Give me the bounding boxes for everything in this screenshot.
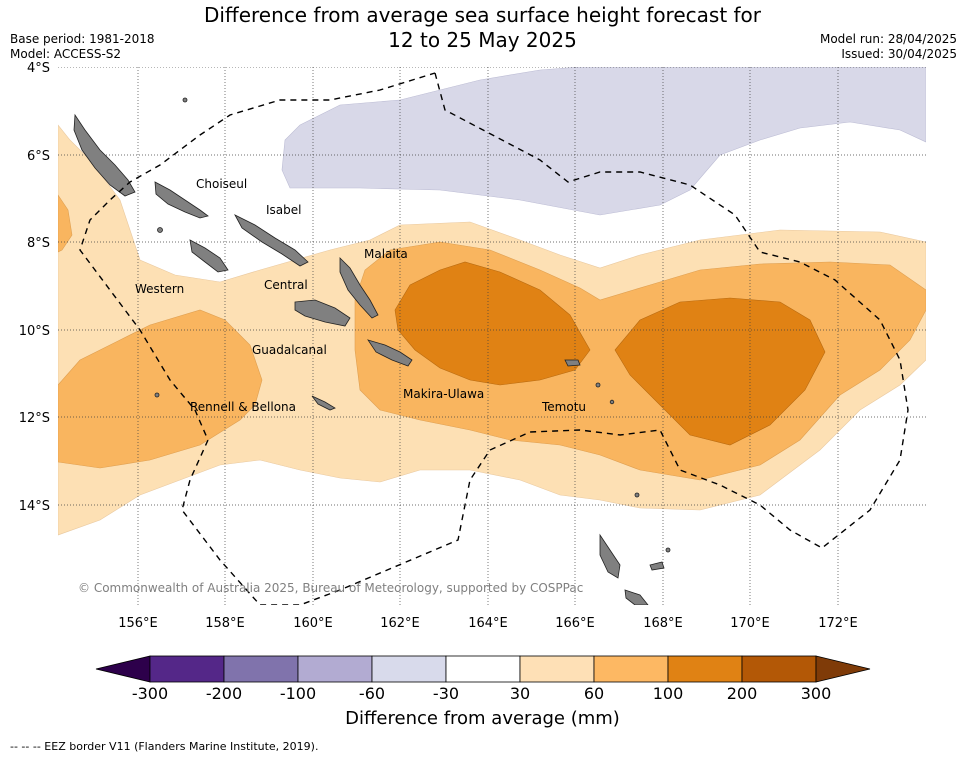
longitude-labels: 156°E 158°E 160°E 162°E 164°E 166°E 168°… bbox=[118, 616, 858, 631]
copyright-notice: © Commonwealth of Australia 2025, Bureau… bbox=[78, 581, 583, 595]
colorbar-title: Difference from average (mm) bbox=[345, 708, 620, 729]
colorbar-tick: 60 bbox=[583, 684, 605, 703]
lon-label-172e: 172°E bbox=[818, 616, 858, 631]
bougainville-island bbox=[73, 113, 136, 197]
colorbar-segment-1 bbox=[149, 655, 225, 683]
map-area: Choiseul Isabel Malaita Western Central … bbox=[58, 67, 926, 605]
malaita-island bbox=[339, 257, 379, 319]
lat-label-12s: 12°S bbox=[19, 411, 50, 426]
small-island bbox=[595, 382, 601, 388]
lat-label-4s: 4°S bbox=[27, 61, 50, 76]
region-label-rennell-bellona: Rennell & Bellona bbox=[190, 400, 296, 414]
anomaly-100-200-region-east bbox=[614, 297, 826, 446]
small-island bbox=[609, 399, 615, 405]
lon-label-170e: 170°E bbox=[730, 616, 770, 631]
new-georgia-islands bbox=[189, 239, 229, 273]
region-label-central: Central bbox=[264, 278, 308, 292]
run-info: Model run: 28/04/2025 Issued: 30/04/2025 bbox=[820, 32, 957, 62]
colorbar-tick: 100 bbox=[652, 684, 684, 703]
vanuatu-island-small bbox=[649, 561, 665, 571]
region-labels: Choiseul Isabel Malaita Western Central … bbox=[135, 177, 586, 414]
model-info: Base period: 1981-2018 Model: ACCESS-S2 bbox=[10, 32, 155, 62]
title-line-2: 12 to 25 May 2025 bbox=[388, 28, 577, 52]
vanuatu-island-north bbox=[599, 533, 621, 579]
small-island bbox=[154, 392, 160, 398]
lon-label-156e: 156°E bbox=[118, 616, 158, 631]
colorbar bbox=[95, 655, 871, 683]
rennell-island bbox=[311, 395, 336, 411]
region-label-choiseul: Choiseul bbox=[196, 177, 247, 191]
anomaly-100-200-region-west bbox=[394, 261, 591, 386]
title-line-1: Difference from average sea surface heig… bbox=[203, 3, 762, 27]
anomaly-60-100-region-west bbox=[58, 194, 73, 253]
lat-label-14s: 14°S bbox=[19, 499, 50, 514]
colorbar-tick: -60 bbox=[358, 684, 386, 703]
region-label-isabel: Isabel bbox=[266, 203, 301, 217]
land-masses bbox=[73, 97, 671, 605]
colorbar-extend-low bbox=[95, 655, 151, 683]
small-island bbox=[157, 227, 163, 233]
vanuatu-island-central bbox=[624, 589, 649, 605]
choiseul-island bbox=[154, 181, 209, 219]
graticule bbox=[58, 67, 926, 605]
region-label-guadalcanal: Guadalcanal bbox=[252, 343, 327, 357]
region-label-western: Western bbox=[135, 282, 184, 296]
small-island bbox=[665, 547, 671, 553]
colorbar-segment-5 bbox=[445, 655, 521, 683]
region-label-makira-ulawa: Makira-Ulawa bbox=[403, 387, 484, 401]
colorbar-tick: 30 bbox=[509, 684, 531, 703]
small-island bbox=[182, 97, 188, 103]
colorbar-segment-6 bbox=[519, 655, 595, 683]
lon-label-164e: 164°E bbox=[468, 616, 508, 631]
base-period: Base period: 1981-2018 bbox=[10, 32, 155, 46]
colorbar-segment-9 bbox=[741, 655, 817, 683]
isabel-island bbox=[234, 214, 309, 267]
temotu-island bbox=[564, 359, 581, 367]
region-label-temotu: Temotu bbox=[541, 400, 586, 414]
lat-label-10s: 10°S bbox=[19, 324, 50, 339]
colorbar-segment-3 bbox=[297, 655, 373, 683]
colorbar-tick: 300 bbox=[800, 684, 832, 703]
anomaly-60-100-region bbox=[58, 309, 263, 469]
map-title: Difference from average sea surface heig… bbox=[0, 3, 965, 53]
colorbar-segment-7 bbox=[593, 655, 669, 683]
lon-label-166e: 166°E bbox=[555, 616, 595, 631]
guadalcanal-island bbox=[294, 299, 351, 327]
colorbar-tick: 200 bbox=[726, 684, 758, 703]
lon-label-168e: 168°E bbox=[643, 616, 683, 631]
colorbar-tick: -300 bbox=[131, 684, 169, 703]
makira-island bbox=[367, 339, 413, 367]
colorbar-segment-8 bbox=[667, 655, 743, 683]
colorbar-segment-4 bbox=[371, 655, 447, 683]
model-run: Model run: 28/04/2025 bbox=[819, 32, 957, 46]
lat-label-6s: 6°S bbox=[27, 149, 50, 164]
colorbar-tick: -30 bbox=[432, 684, 460, 703]
lon-label-160e: 160°E bbox=[293, 616, 333, 631]
lat-label-8s: 8°S bbox=[27, 236, 50, 251]
eez-border bbox=[79, 72, 909, 605]
region-label-malaita: Malaita bbox=[364, 247, 408, 261]
colorbar-tick: -200 bbox=[205, 684, 243, 703]
lon-label-162e: 162°E bbox=[380, 616, 420, 631]
small-island bbox=[634, 492, 640, 498]
colorbar-tick: -100 bbox=[279, 684, 317, 703]
eez-footnote: -- -- -- EEZ border V11 (Flanders Marine… bbox=[10, 740, 319, 753]
negative-anomaly-region bbox=[281, 67, 926, 216]
issued-date: Issued: 30/04/2025 bbox=[841, 47, 957, 61]
colorbar-extend-high bbox=[815, 655, 871, 683]
model-name: Model: ACCESS-S2 bbox=[10, 47, 122, 61]
latitude-labels: 4°S 6°S 8°S 10°S 12°S 14°S bbox=[19, 61, 50, 514]
colorbar-segment-2 bbox=[223, 655, 299, 683]
lon-label-158e: 158°E bbox=[205, 616, 245, 631]
